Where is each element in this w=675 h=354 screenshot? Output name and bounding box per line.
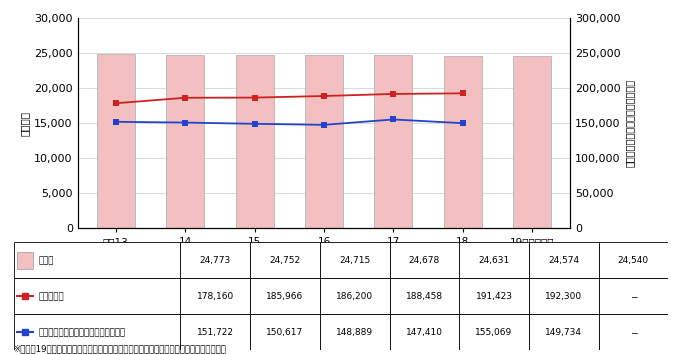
Bar bbox=[529, 279, 599, 314]
Bar bbox=[459, 242, 529, 279]
Bar bbox=[320, 279, 389, 314]
Text: 郵便ポスト: 郵便ポスト bbox=[38, 292, 64, 301]
Text: 191,423: 191,423 bbox=[476, 292, 512, 301]
Text: 24,678: 24,678 bbox=[409, 256, 440, 265]
Bar bbox=[320, 314, 389, 350]
Bar bbox=[250, 242, 320, 279]
Text: 24,773: 24,773 bbox=[200, 256, 231, 265]
Text: 186,200: 186,200 bbox=[336, 292, 373, 301]
Text: 24,574: 24,574 bbox=[548, 256, 579, 265]
Text: 151,722: 151,722 bbox=[197, 328, 234, 337]
Text: 192,300: 192,300 bbox=[545, 292, 583, 301]
Text: ※　平成19年度末の郵便ポスト及び郵便切手類販売所・印紙売りさばき所の数値は集計中: ※ 平成19年度末の郵便ポスト及び郵便切手類販売所・印紙売りさばき所の数値は集計… bbox=[14, 344, 226, 353]
Text: 24,752: 24,752 bbox=[269, 256, 300, 265]
Bar bbox=[389, 279, 459, 314]
Text: −: − bbox=[630, 292, 637, 301]
Bar bbox=[529, 242, 599, 279]
Text: 24,631: 24,631 bbox=[479, 256, 510, 265]
Text: 147,410: 147,410 bbox=[406, 328, 443, 337]
Text: 148,889: 148,889 bbox=[336, 328, 373, 337]
Bar bbox=[599, 314, 668, 350]
Text: 郵便局: 郵便局 bbox=[38, 256, 54, 265]
Bar bbox=[180, 314, 250, 350]
Bar bbox=[320, 242, 389, 279]
Bar bbox=[459, 314, 529, 350]
Bar bbox=[529, 314, 599, 350]
Bar bbox=[180, 242, 250, 279]
Text: 149,734: 149,734 bbox=[545, 328, 583, 337]
Bar bbox=[599, 242, 668, 279]
Bar bbox=[459, 279, 529, 314]
Bar bbox=[599, 279, 668, 314]
Bar bbox=[305, 55, 343, 228]
Text: 185,966: 185,966 bbox=[267, 292, 304, 301]
Text: −: − bbox=[630, 328, 637, 337]
Text: 24,715: 24,715 bbox=[339, 256, 371, 265]
Bar bbox=[17, 252, 33, 269]
Text: 188,458: 188,458 bbox=[406, 292, 443, 301]
Bar bbox=[236, 55, 273, 228]
Text: 155,069: 155,069 bbox=[475, 328, 513, 337]
Y-axis label: 郵便ボスト・郵便切手類販売所等: 郵便ボスト・郵便切手類販売所等 bbox=[625, 79, 635, 167]
Bar bbox=[97, 55, 135, 228]
Bar bbox=[250, 279, 320, 314]
Bar bbox=[14, 314, 180, 350]
Text: 郵便切手類販売所・印紙売りさばき所: 郵便切手類販売所・印紙売りさばき所 bbox=[38, 328, 126, 337]
Bar bbox=[389, 314, 459, 350]
Bar bbox=[166, 55, 205, 228]
Bar bbox=[14, 242, 180, 279]
Bar bbox=[375, 55, 412, 228]
Bar bbox=[14, 279, 180, 314]
Y-axis label: 郵便局数: 郵便局数 bbox=[20, 110, 30, 136]
Text: 24,540: 24,540 bbox=[618, 256, 649, 265]
Bar bbox=[443, 56, 482, 228]
Text: 150,617: 150,617 bbox=[267, 328, 304, 337]
Bar bbox=[180, 279, 250, 314]
Bar bbox=[250, 314, 320, 350]
Bar bbox=[513, 56, 551, 228]
Bar bbox=[389, 242, 459, 279]
Text: 178,160: 178,160 bbox=[196, 292, 234, 301]
